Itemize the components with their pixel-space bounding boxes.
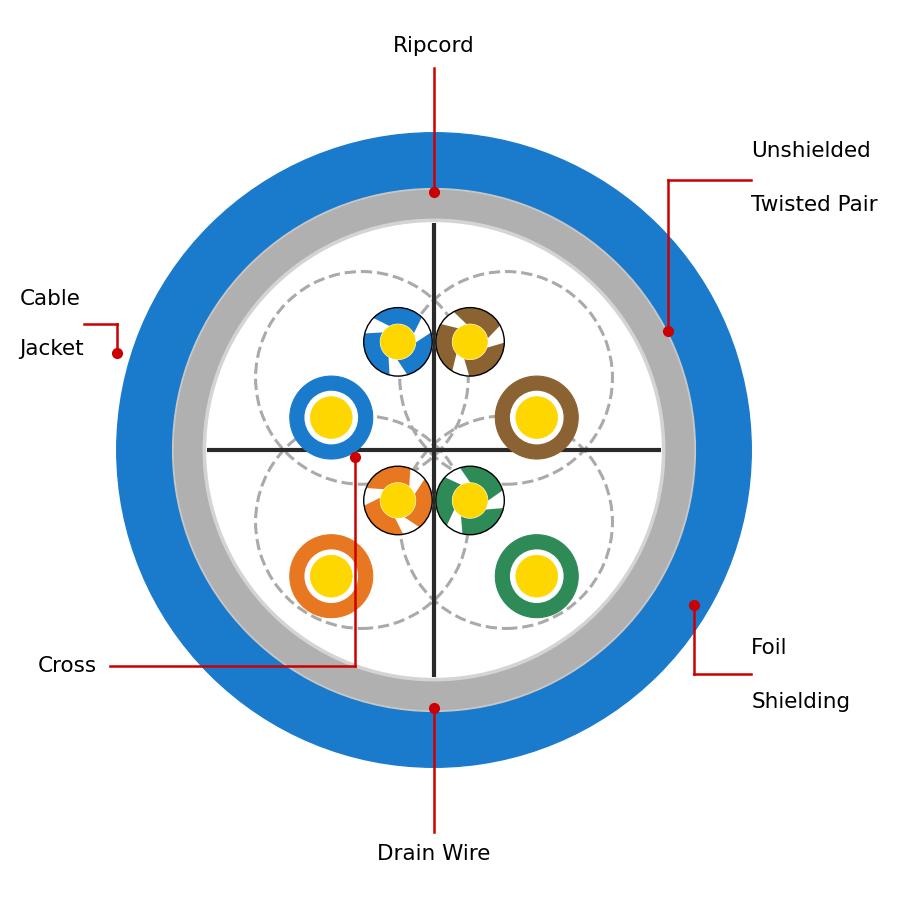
Circle shape [290, 535, 373, 617]
Text: Ripcord: Ripcord [393, 36, 475, 56]
Circle shape [510, 550, 562, 602]
Circle shape [453, 325, 488, 359]
Polygon shape [464, 343, 504, 376]
Polygon shape [460, 466, 503, 500]
Text: Twisted Pair: Twisted Pair [752, 194, 878, 215]
Circle shape [510, 392, 562, 444]
Circle shape [381, 325, 415, 359]
Circle shape [421, 193, 446, 218]
Circle shape [421, 682, 446, 707]
Polygon shape [398, 332, 432, 374]
Polygon shape [461, 508, 503, 535]
Polygon shape [364, 332, 390, 375]
Text: Cross: Cross [38, 656, 96, 676]
Circle shape [175, 191, 694, 709]
Circle shape [516, 555, 558, 597]
Polygon shape [436, 477, 461, 526]
Circle shape [495, 376, 578, 459]
Text: Drain Wire: Drain Wire [377, 844, 490, 864]
Circle shape [453, 483, 488, 518]
Circle shape [173, 189, 696, 711]
Circle shape [290, 376, 373, 459]
Circle shape [364, 466, 432, 535]
Circle shape [364, 308, 432, 376]
Polygon shape [405, 479, 432, 527]
Polygon shape [436, 324, 458, 371]
Polygon shape [374, 308, 422, 333]
Text: Unshielded: Unshielded [752, 140, 871, 161]
Circle shape [436, 308, 504, 376]
Polygon shape [364, 498, 403, 535]
Circle shape [305, 392, 357, 444]
Polygon shape [454, 308, 500, 338]
Polygon shape [366, 466, 410, 490]
Circle shape [436, 466, 504, 535]
Text: Foil: Foil [752, 638, 788, 658]
Circle shape [516, 397, 558, 438]
Circle shape [381, 483, 415, 518]
Text: Cable: Cable [20, 289, 80, 309]
Circle shape [207, 223, 662, 677]
Text: Shielding: Shielding [752, 692, 850, 713]
Text: Jacket: Jacket [20, 339, 84, 359]
Circle shape [310, 555, 352, 597]
Circle shape [310, 397, 352, 438]
Circle shape [305, 550, 357, 602]
Circle shape [203, 220, 665, 680]
Circle shape [495, 535, 578, 617]
Circle shape [117, 132, 752, 768]
